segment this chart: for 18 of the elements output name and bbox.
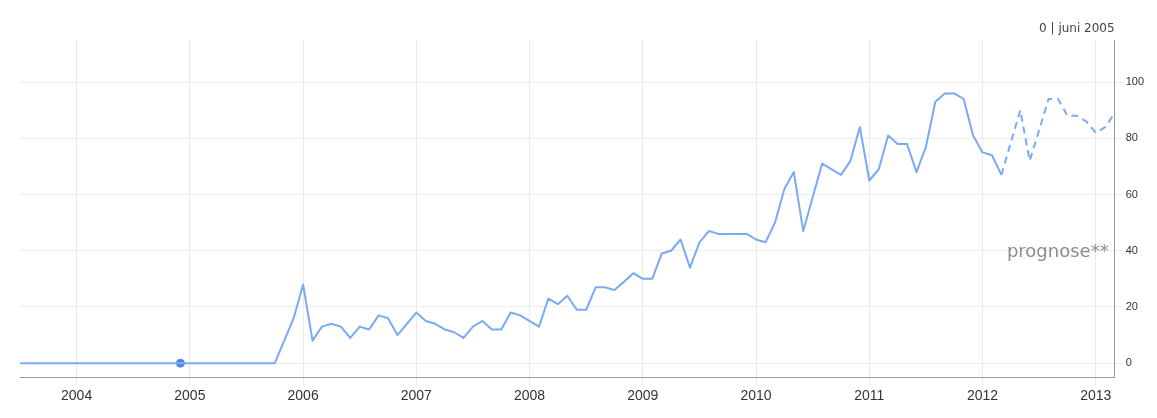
x-tick-label: 2008	[514, 387, 546, 404]
x-tick-label: 2006	[287, 387, 319, 404]
x-tick-label: 2010	[740, 387, 772, 404]
x-tick-label: 2004	[61, 387, 93, 404]
x-tick-label: 2005	[174, 387, 206, 404]
y-tick-label: 100	[1125, 75, 1145, 88]
y-tick-label: 40	[1125, 243, 1138, 256]
text: 0 | juni 2005	[1039, 21, 1115, 35]
annotation: prognose**	[1006, 239, 1109, 261]
x-tick-label: 2007	[400, 387, 433, 404]
y-tick-label: 60	[1125, 187, 1138, 200]
y-tick-label: 20	[1125, 299, 1138, 312]
y-tick-label: 80	[1125, 131, 1138, 144]
x-tick-label: 2009	[627, 387, 659, 404]
x-tick-label: 2013	[1080, 387, 1112, 404]
x-tick-label: 2012	[966, 387, 999, 404]
x-tick-label: 2011	[854, 387, 885, 404]
y-tick-label: 0	[1125, 356, 1132, 369]
